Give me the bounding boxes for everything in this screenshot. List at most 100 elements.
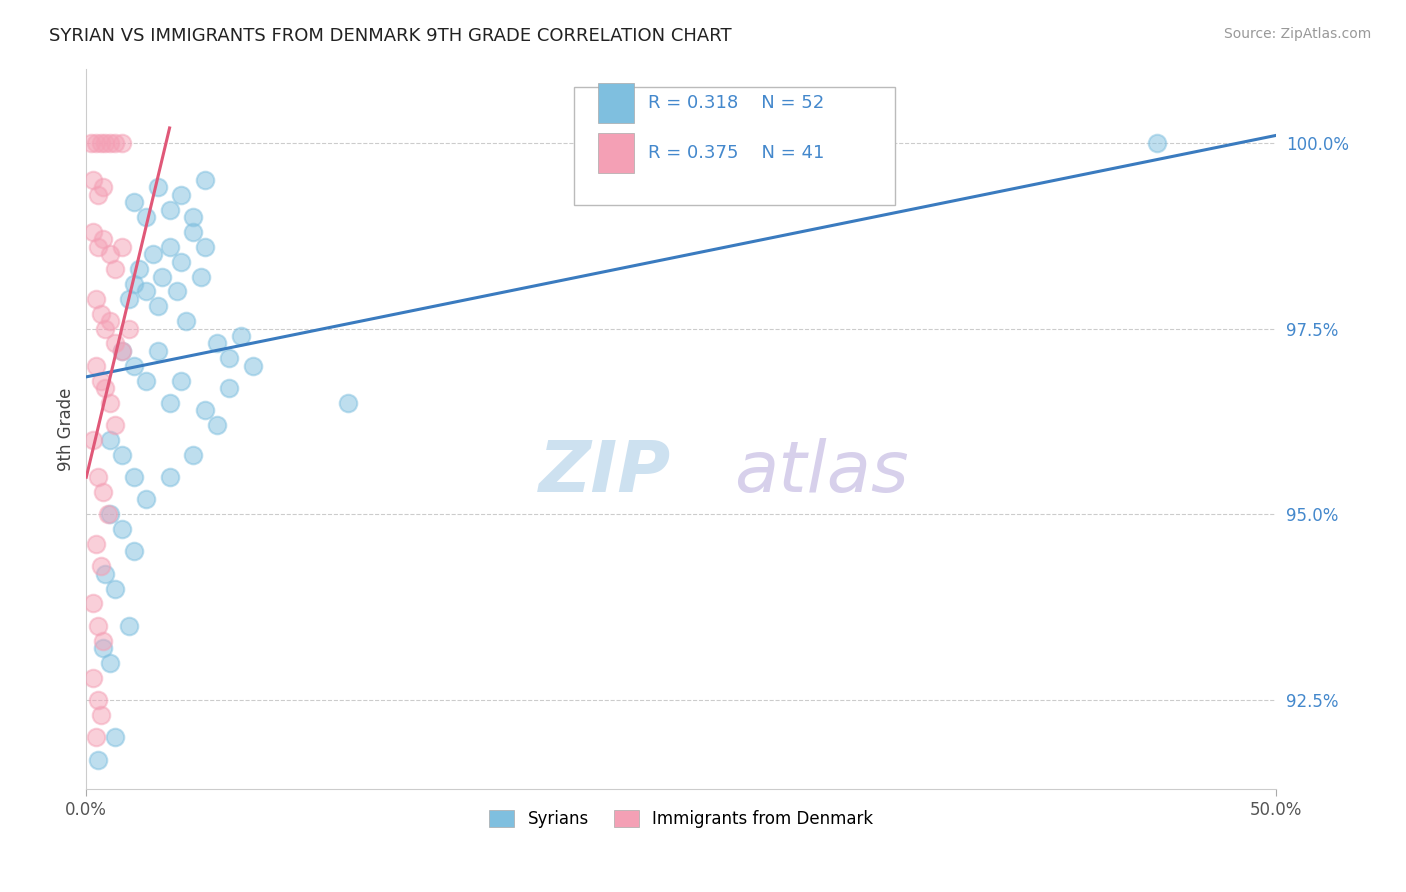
Point [159,240,181,254]
Point [159,202,181,217]
Point [183,225,205,239]
Text: R = 0.375    N = 41: R = 0.375 N = 41 [648,145,824,162]
Point [118,619,141,633]
Text: ZIP: ZIP [538,438,671,507]
Point [82,597,104,611]
Point [111,240,134,254]
Point [122,544,145,558]
Point [91,641,114,656]
Point [91,485,114,500]
Point [94,321,117,335]
Point [174,314,197,328]
Point [1146,136,1168,150]
Point [128,262,150,277]
Y-axis label: 9th Grade: 9th Grade [58,387,75,471]
Point [122,195,145,210]
Text: R = 0.318    N = 52: R = 0.318 N = 52 [648,94,824,112]
Point [170,374,193,388]
Point [170,254,193,268]
Point [194,240,217,254]
Point [82,225,104,239]
Point [159,396,181,410]
Point [90,136,112,150]
Point [337,396,360,410]
Point [82,671,104,685]
Point [194,173,217,187]
Point [152,269,174,284]
Point [135,374,157,388]
Point [87,470,110,484]
Point [87,187,110,202]
Point [118,292,141,306]
Point [111,522,134,536]
Point [94,381,117,395]
Point [104,262,127,277]
Point [91,232,114,246]
Point [111,448,134,462]
Point [194,403,217,417]
Point [146,299,169,313]
Point [190,269,212,284]
Point [91,633,114,648]
Point [229,329,252,343]
Point [80,136,103,150]
Point [104,136,127,150]
Point [218,381,240,395]
Point [84,537,107,551]
Point [84,730,107,744]
Point [159,470,181,484]
Point [183,448,205,462]
Point [98,508,121,522]
Point [87,693,110,707]
Point [98,433,121,447]
Point [87,619,110,633]
Point [104,582,127,596]
Point [146,180,169,194]
Point [135,492,157,507]
Point [111,343,134,358]
Point [98,656,121,670]
Point [104,336,127,351]
Point [170,187,193,202]
Point [166,285,188,299]
Point [135,210,157,224]
Text: atlas: atlas [734,438,908,507]
Point [84,136,107,150]
Point [94,136,117,150]
Text: Source: ZipAtlas.com: Source: ZipAtlas.com [1223,27,1371,41]
Point [146,343,169,358]
Point [90,307,112,321]
Point [122,359,145,373]
Bar [598,134,634,173]
Point [242,359,264,373]
Point [97,508,120,522]
Point [87,240,110,254]
Point [91,180,114,194]
Point [94,566,117,581]
Point [104,730,127,744]
Point [104,418,127,433]
Point [118,321,141,335]
Point [98,314,121,328]
Point [84,292,107,306]
Legend: Syrians, Immigrants from Denmark: Syrians, Immigrants from Denmark [482,804,880,835]
Point [82,173,104,187]
Point [98,136,121,150]
Point [135,285,157,299]
Point [90,374,112,388]
Point [218,351,240,366]
FancyBboxPatch shape [574,87,896,205]
Point [122,470,145,484]
Point [98,396,121,410]
Point [90,707,112,722]
Point [122,277,145,291]
Point [142,247,165,261]
Point [111,343,134,358]
Text: SYRIAN VS IMMIGRANTS FROM DENMARK 9TH GRADE CORRELATION CHART: SYRIAN VS IMMIGRANTS FROM DENMARK 9TH GR… [49,27,733,45]
Point [183,210,205,224]
Point [98,247,121,261]
Point [87,752,110,766]
Point [84,359,107,373]
Point [205,418,228,433]
Bar [598,83,634,122]
